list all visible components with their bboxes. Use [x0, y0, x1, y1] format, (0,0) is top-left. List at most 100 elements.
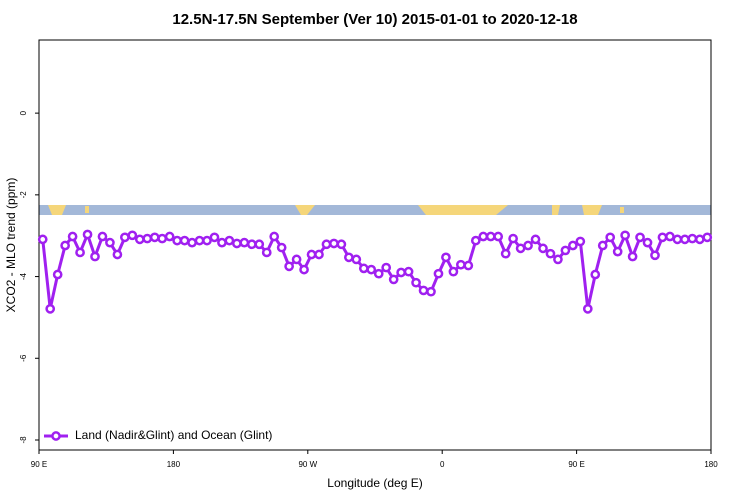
- x-tick-label: 0: [440, 460, 445, 469]
- data-point: [97, 231, 108, 242]
- data-point: [642, 237, 653, 248]
- legend-label: Land (Nadir&Glint) and Ocean (Glint): [75, 428, 272, 442]
- data-point: [127, 230, 138, 241]
- data-point: [456, 259, 466, 270]
- map-land: [48, 205, 624, 215]
- plot-frame: [38, 39, 712, 451]
- data-point: [254, 239, 265, 250]
- legend-marker: [51, 431, 61, 441]
- data-point: [665, 231, 675, 242]
- data-point: [448, 266, 459, 277]
- data-point: [605, 232, 616, 243]
- y-tick-label: -8: [19, 436, 28, 444]
- data-point: [418, 285, 429, 296]
- data-point: [358, 263, 369, 274]
- data-point: [426, 286, 436, 297]
- data-point: [515, 243, 526, 254]
- data-point: [620, 230, 630, 241]
- data-point: [269, 231, 280, 242]
- data-point: [680, 234, 690, 245]
- data-point: [209, 232, 220, 243]
- x-tick-label: 90 E: [568, 460, 584, 469]
- y-axis-label: XCO2 - MLO trend (ppm): [4, 178, 18, 313]
- x-tick-label: 90 E: [31, 460, 47, 469]
- data-point: [463, 260, 474, 271]
- data-point: [60, 240, 70, 251]
- data-point: [120, 232, 130, 243]
- map-strip: [39, 205, 711, 215]
- data-point: [582, 303, 593, 314]
- data-point: [694, 234, 705, 245]
- data-point: [508, 233, 518, 244]
- data-point: [321, 239, 332, 250]
- data-point: [575, 236, 586, 247]
- data-point: [545, 248, 556, 259]
- data-point: [597, 240, 608, 251]
- data-point: [381, 262, 392, 273]
- x-tick-label: 180: [167, 460, 181, 469]
- data-point: [388, 274, 399, 285]
- data-point: [284, 261, 294, 272]
- data-point: [687, 233, 698, 244]
- data-point: [202, 235, 212, 246]
- data-point: [261, 247, 272, 258]
- data-point: [351, 254, 362, 265]
- x-tick-label: 180: [704, 460, 718, 469]
- data-point: [90, 251, 100, 262]
- data-point: [650, 250, 660, 261]
- data-point: [635, 232, 645, 243]
- data-point: [232, 238, 242, 249]
- data-point: [246, 239, 257, 250]
- map-ocean: [39, 205, 711, 215]
- data-point: [217, 237, 227, 248]
- data-point: [314, 249, 324, 260]
- data-point: [344, 252, 354, 263]
- x-axis-label: Longitude (deg E): [327, 476, 422, 490]
- data-point: [164, 231, 175, 242]
- data-point: [411, 277, 421, 288]
- data-point: [336, 239, 347, 250]
- data-point: [52, 269, 63, 280]
- data-point: [568, 240, 578, 251]
- data-point: [194, 235, 205, 246]
- data-point: [373, 268, 384, 279]
- data-point: [478, 231, 489, 242]
- data-point: [403, 266, 414, 277]
- data-point: [485, 231, 496, 242]
- data-point: [82, 229, 93, 240]
- data-point: [500, 248, 511, 259]
- data-point: [657, 232, 668, 243]
- data-point: [149, 232, 160, 243]
- data-point: [45, 303, 56, 314]
- data-point: [530, 234, 541, 245]
- data-point: [299, 264, 309, 275]
- data-point: [366, 264, 377, 275]
- data-point: [441, 252, 451, 263]
- data-point: [306, 249, 317, 260]
- data-point: [67, 231, 78, 242]
- data-point: [172, 235, 182, 246]
- data-point: [276, 242, 287, 253]
- data-point: [112, 249, 123, 260]
- data-point: [627, 251, 638, 262]
- data-point: [179, 235, 190, 246]
- data-point: [291, 254, 302, 265]
- data-point: [37, 234, 48, 245]
- chart-title: 12.5N-17.5N September (Ver 10) 2015-01-0…: [172, 11, 577, 28]
- data-point: [702, 232, 713, 243]
- data-point: [672, 234, 683, 245]
- data-point: [329, 238, 339, 249]
- data-point: [396, 267, 406, 278]
- data-point: [187, 237, 197, 248]
- data-point: [142, 233, 153, 244]
- data-point: [538, 243, 548, 254]
- y-tick-label: -4: [19, 272, 28, 280]
- data-point: [560, 245, 571, 256]
- x-tick-label: 90 W: [298, 460, 317, 469]
- data-point: [523, 240, 533, 251]
- data-point: [239, 237, 250, 248]
- data-point: [157, 233, 168, 244]
- data-point: [134, 234, 145, 245]
- data-point: [493, 231, 504, 242]
- data-point: [470, 235, 481, 246]
